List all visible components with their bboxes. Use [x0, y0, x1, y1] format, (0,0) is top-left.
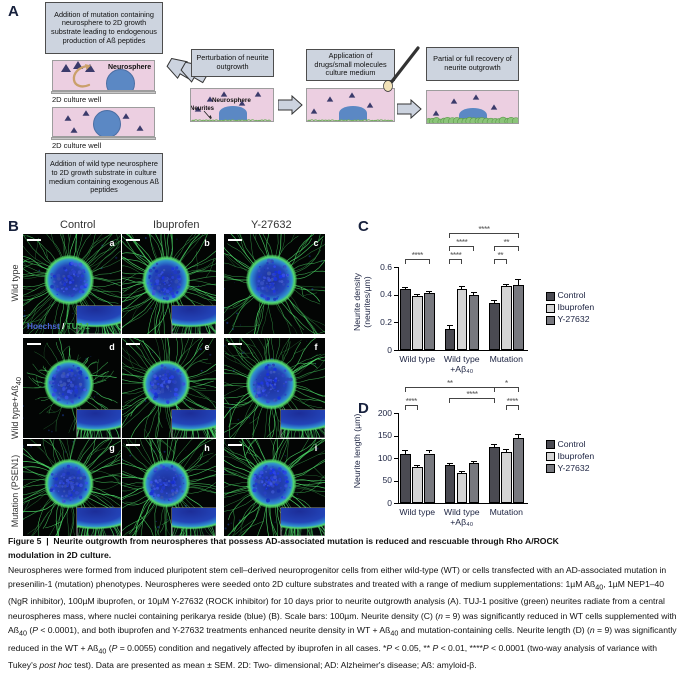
- svg-text:h: h: [204, 443, 210, 453]
- svg-text:d: d: [109, 342, 115, 352]
- svg-text:i: i: [315, 443, 318, 453]
- svg-text:c: c: [313, 238, 318, 248]
- svg-text:e: e: [204, 342, 209, 352]
- svg-text:Hoechst / TUJ-1: Hoechst / TUJ-1: [27, 321, 90, 331]
- svg-text:b: b: [204, 238, 210, 248]
- svg-text:g: g: [109, 443, 115, 453]
